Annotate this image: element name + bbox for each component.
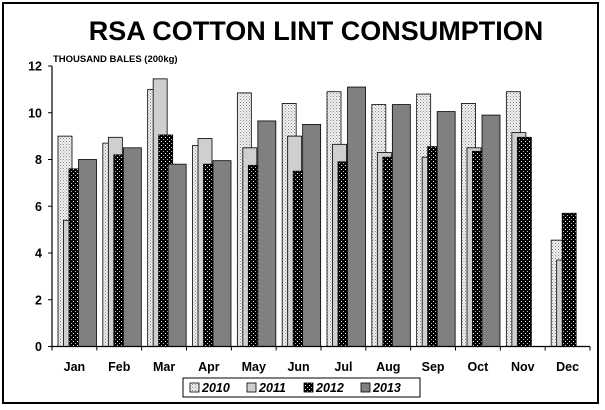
y-tick-label: 12 [28, 60, 42, 74]
x-tick-label: Aug [376, 360, 400, 374]
y-tick-label: 4 [35, 247, 42, 261]
y-tick-label: 10 [28, 106, 42, 120]
x-tick-label: Jan [64, 360, 86, 374]
y-tick-label: 0 [35, 340, 42, 354]
bar-2013-mar [168, 164, 186, 346]
legend-swatch-2013 [361, 383, 370, 392]
y-tick-label: 2 [35, 293, 42, 307]
bar-2013-jan [79, 160, 97, 347]
y-axis-label: THOUSAND BALES (200kg) [53, 54, 178, 65]
chart-title: RSA COTTON LINT CONSUMPTION [89, 16, 544, 46]
bar-2013-apr [213, 161, 231, 347]
bar-2013-feb [123, 148, 141, 347]
y-axis-ticks: 0 2 4 6 8 10 12 [28, 60, 52, 355]
x-tick-label: Nov [511, 360, 535, 374]
x-tick-label: Feb [108, 360, 131, 374]
bar-2013-aug [392, 105, 410, 347]
legend-swatch-2012 [304, 383, 313, 392]
bar-2013-jul [348, 87, 366, 346]
bar-2012-nov [517, 137, 531, 346]
bar-2013-sep [437, 112, 455, 347]
legend: 2010 2011 2012 2013 [183, 378, 420, 397]
bar-2013-oct [482, 115, 500, 346]
x-tick-label: May [242, 360, 266, 374]
x-tick-label: Jul [334, 360, 352, 374]
legend-swatch-2011 [247, 383, 256, 392]
y-tick-label: 8 [35, 153, 42, 167]
x-tick-label: Dec [556, 360, 579, 374]
legend-label-2013: 2013 [372, 381, 401, 395]
x-tick-label: Oct [467, 360, 489, 374]
bar-2013-may [258, 121, 276, 347]
legend-label-2012: 2012 [315, 381, 344, 395]
x-tick-label: Sep [422, 360, 445, 374]
bars-group [58, 79, 576, 347]
bar-2012-dec [562, 213, 576, 346]
x-tick-label: Mar [153, 360, 175, 374]
x-tick-label: Apr [198, 360, 220, 374]
x-axis-ticks: Jan Feb Mar Apr May Jun Jul Aug Sep Oct Nov Dec [52, 347, 590, 375]
legend-swatch-2010 [190, 383, 199, 392]
legend-label-2010: 2010 [201, 381, 230, 395]
legend-label-2011: 2011 [258, 381, 286, 395]
x-tick-label: Jun [287, 360, 309, 374]
bar-2013-jun [303, 124, 321, 346]
y-tick-label: 6 [35, 200, 42, 214]
